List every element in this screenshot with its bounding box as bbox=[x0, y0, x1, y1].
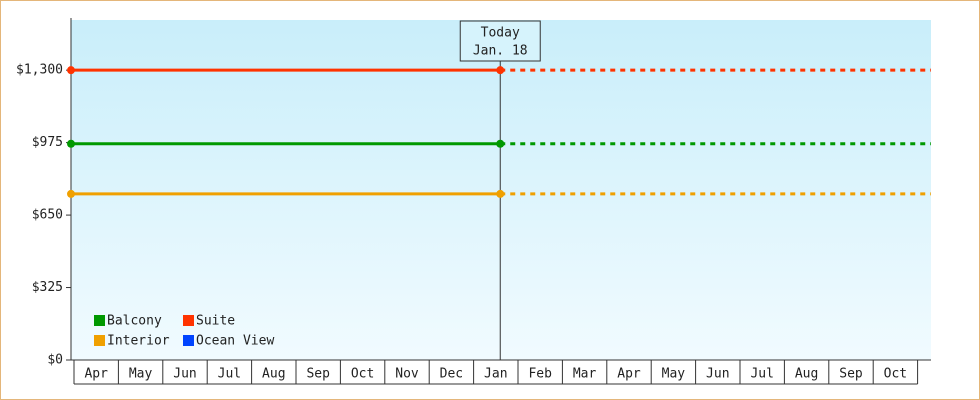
series-point bbox=[496, 66, 505, 75]
legend-label: Suite bbox=[196, 314, 235, 329]
series-point bbox=[67, 66, 75, 75]
x-tick-label: Sep bbox=[306, 367, 330, 382]
y-tick-label: $650 bbox=[32, 208, 63, 223]
y-tick-label: $1,300 bbox=[16, 63, 63, 78]
x-tick-label: Oct bbox=[884, 367, 907, 382]
x-tick-label: Feb bbox=[528, 367, 552, 382]
legend-label: Balcony bbox=[107, 314, 162, 329]
legend-swatch bbox=[94, 315, 105, 326]
series-point bbox=[496, 139, 505, 148]
x-tick-label: Mar bbox=[573, 367, 597, 382]
legend-swatch bbox=[94, 335, 105, 346]
x-tick-label: Apr bbox=[84, 367, 108, 382]
series-point bbox=[496, 189, 505, 198]
legend-swatch bbox=[183, 315, 194, 326]
x-tick-label: Aug bbox=[795, 367, 818, 382]
x-tick-label: Aug bbox=[262, 367, 285, 382]
series-point bbox=[67, 189, 75, 198]
today-label: Jan. 18 bbox=[473, 44, 528, 59]
x-tick-label: Oct bbox=[351, 367, 374, 382]
legend-swatch bbox=[183, 335, 194, 346]
x-tick-label: Nov bbox=[395, 367, 419, 382]
x-tick-label: Jan bbox=[484, 367, 507, 382]
series-point bbox=[67, 139, 75, 148]
x-tick-label: Jun bbox=[173, 367, 196, 382]
x-tick-label: Jun bbox=[706, 367, 729, 382]
x-tick-label: May bbox=[662, 367, 686, 382]
y-tick-label: $0 bbox=[47, 353, 63, 368]
x-tick-label: Jul bbox=[750, 367, 773, 382]
x-tick-label: Dec bbox=[440, 367, 463, 382]
x-tick-label: May bbox=[129, 367, 153, 382]
y-tick-label: $975 bbox=[32, 135, 63, 150]
legend-label: Ocean View bbox=[196, 334, 274, 349]
legend-label: Interior bbox=[107, 334, 170, 349]
x-tick-label: Apr bbox=[617, 367, 641, 382]
today-label: Today bbox=[481, 26, 520, 41]
x-tick-label: Jul bbox=[218, 367, 241, 382]
y-tick-label: $325 bbox=[32, 280, 63, 295]
x-tick-label: Sep bbox=[839, 367, 863, 382]
today-box bbox=[459, 20, 541, 62]
